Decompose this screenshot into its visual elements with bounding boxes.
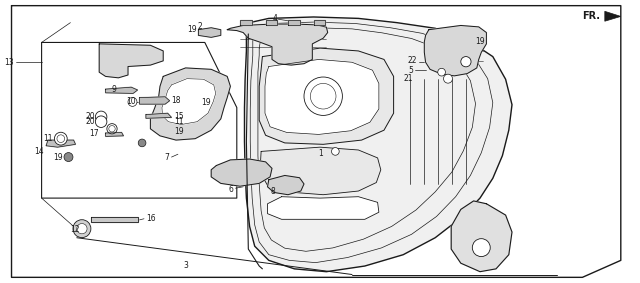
Text: 9: 9 — [111, 85, 116, 94]
Text: 21: 21 — [403, 74, 413, 83]
Text: FR.: FR. — [582, 10, 600, 21]
Circle shape — [304, 77, 342, 115]
Polygon shape — [140, 97, 170, 104]
Text: 20: 20 — [85, 117, 95, 126]
Circle shape — [138, 139, 146, 147]
Text: 8: 8 — [271, 186, 275, 196]
Polygon shape — [451, 201, 512, 272]
Text: 2: 2 — [198, 22, 202, 31]
Text: 19: 19 — [188, 25, 197, 34]
Text: 11: 11 — [174, 117, 184, 126]
Polygon shape — [211, 159, 272, 186]
Circle shape — [73, 220, 91, 238]
Text: 22: 22 — [408, 56, 417, 65]
Text: 13: 13 — [4, 58, 14, 67]
Polygon shape — [260, 147, 381, 195]
Polygon shape — [227, 24, 328, 65]
Polygon shape — [198, 28, 221, 37]
Circle shape — [438, 68, 445, 76]
Polygon shape — [240, 20, 252, 25]
Circle shape — [77, 224, 87, 234]
Polygon shape — [268, 197, 379, 219]
Text: 11: 11 — [43, 134, 52, 143]
Polygon shape — [91, 217, 138, 222]
Circle shape — [107, 124, 117, 134]
Circle shape — [128, 97, 137, 106]
Text: 15: 15 — [174, 112, 184, 121]
Text: 20: 20 — [85, 112, 95, 121]
Polygon shape — [150, 68, 230, 140]
Polygon shape — [314, 20, 325, 25]
Circle shape — [444, 74, 452, 83]
Polygon shape — [162, 79, 216, 125]
Circle shape — [332, 147, 339, 155]
Polygon shape — [99, 44, 163, 78]
Circle shape — [57, 135, 65, 143]
Circle shape — [54, 132, 67, 145]
Polygon shape — [106, 132, 124, 136]
Circle shape — [461, 57, 471, 67]
Polygon shape — [46, 140, 76, 147]
Text: 19: 19 — [53, 153, 63, 162]
Circle shape — [95, 116, 107, 127]
Text: 5: 5 — [408, 66, 413, 75]
Polygon shape — [424, 25, 486, 76]
Text: 7: 7 — [164, 153, 170, 162]
Text: 14: 14 — [34, 147, 44, 156]
Circle shape — [64, 153, 73, 162]
Text: 19: 19 — [174, 127, 184, 136]
Text: 1: 1 — [319, 149, 323, 158]
Polygon shape — [266, 20, 277, 25]
Polygon shape — [265, 59, 379, 134]
Text: 19: 19 — [475, 37, 484, 46]
Polygon shape — [106, 87, 138, 93]
Text: 10: 10 — [126, 97, 136, 106]
Text: 19: 19 — [202, 98, 211, 107]
Text: 17: 17 — [90, 128, 99, 138]
Text: 6: 6 — [228, 185, 234, 194]
Polygon shape — [268, 175, 304, 195]
Polygon shape — [288, 20, 300, 25]
Text: 3: 3 — [183, 261, 188, 270]
Polygon shape — [244, 17, 512, 272]
Text: 4: 4 — [272, 14, 277, 23]
Polygon shape — [605, 11, 621, 21]
Polygon shape — [146, 113, 172, 118]
Text: 16: 16 — [146, 214, 156, 223]
Polygon shape — [42, 42, 237, 198]
Circle shape — [95, 111, 107, 123]
Polygon shape — [12, 6, 621, 277]
Text: 12: 12 — [70, 225, 80, 234]
Circle shape — [109, 126, 115, 132]
Text: 18: 18 — [172, 96, 181, 105]
Polygon shape — [259, 48, 394, 144]
Circle shape — [472, 239, 490, 257]
Circle shape — [310, 83, 336, 109]
